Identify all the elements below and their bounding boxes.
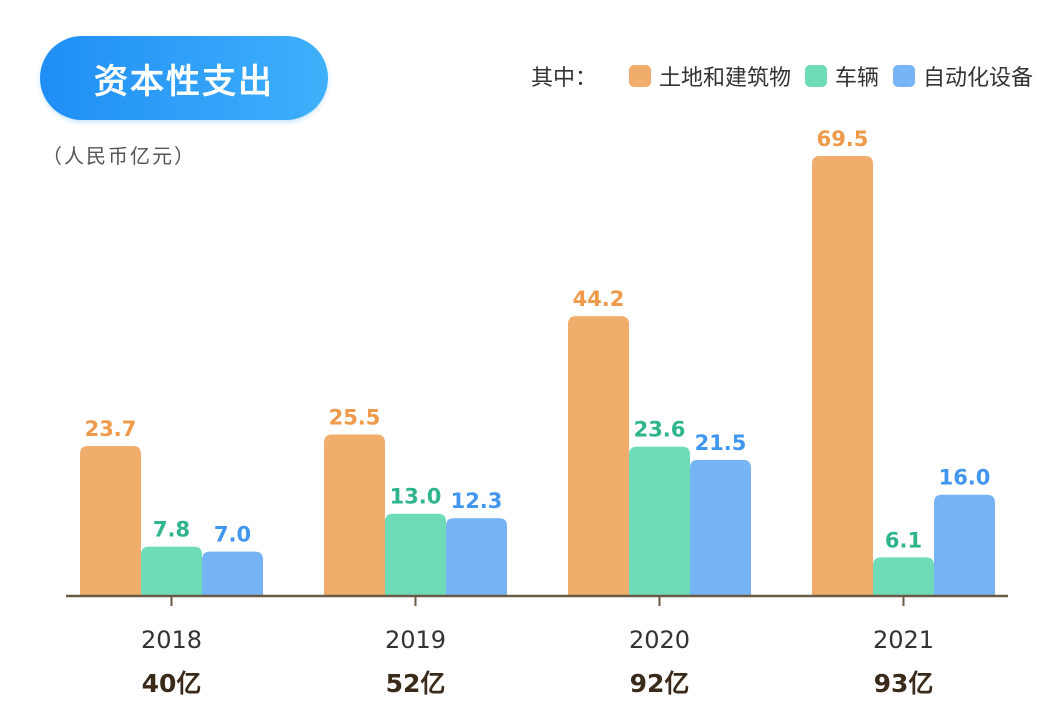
legend-item-vehicles: 车辆 xyxy=(804,60,879,92)
data-label-2019-vehicles: 13.0 xyxy=(390,485,442,509)
total-label-2018: 40亿 xyxy=(142,669,202,698)
data-label-2021-vehicles: 6.1 xyxy=(885,528,922,552)
data-label-2021-automation: 16.0 xyxy=(939,466,991,490)
x-tick-label-2020: 2020 xyxy=(629,626,690,654)
legend: 其中： 土地和建筑物 车辆 自动化设备 xyxy=(531,60,1033,92)
data-label-2020-automation: 21.5 xyxy=(695,431,747,455)
bar-2018-vehicles xyxy=(141,546,202,596)
bar-2021-vehicles xyxy=(873,557,934,596)
data-label-2020-land-buildings: 44.2 xyxy=(573,287,625,311)
legend-label-vehicles: 车辆 xyxy=(834,66,879,91)
data-label-2019-automation: 12.3 xyxy=(451,489,503,513)
data-label-2021-land-buildings: 69.5 xyxy=(817,127,869,151)
data-label-2019-land-buildings: 25.5 xyxy=(329,406,381,430)
total-label-2021: 93亿 xyxy=(874,669,934,698)
legend-label-land-buildings: 土地和建筑物 xyxy=(658,66,791,91)
x-tick-label-2021: 2021 xyxy=(873,626,934,654)
legend-swatch-vehicles xyxy=(804,65,827,87)
data-label-2018-automation: 7.0 xyxy=(214,523,251,547)
data-label-2020-vehicles: 23.6 xyxy=(634,418,686,442)
bar-2020-land-buildings xyxy=(568,316,629,596)
legend-swatch-automation xyxy=(892,65,915,87)
legend-prefix: 其中： xyxy=(530,66,597,91)
bar-2019-land-buildings xyxy=(324,434,385,596)
unit-label: （人民币亿元） xyxy=(42,144,196,168)
legend-swatch-land-buildings xyxy=(628,65,651,87)
total-label-2020: 92亿 xyxy=(630,669,690,698)
x-tick-label-2019: 2019 xyxy=(385,626,446,654)
bar-2020-automation xyxy=(690,459,751,596)
bar-2018-automation xyxy=(202,551,263,596)
bar-2021-land-buildings xyxy=(812,156,873,596)
legend-item-automation: 自动化设备 xyxy=(892,60,1033,92)
legend-label-automation: 自动化设备 xyxy=(922,66,1033,91)
data-label-2018-land-buildings: 23.7 xyxy=(85,417,137,441)
chart-title: 资本性支出 xyxy=(94,61,274,102)
title-pill: 资本性支出 xyxy=(40,36,328,120)
bar-2019-vehicles xyxy=(385,513,446,596)
x-tick-label-2018: 2018 xyxy=(141,626,202,654)
bar-2018-land-buildings xyxy=(80,445,141,596)
bar-2019-automation xyxy=(446,518,507,596)
bar-2021-automation xyxy=(934,494,995,596)
total-label-2019: 52亿 xyxy=(386,669,446,698)
bar-2020-vehicles xyxy=(629,446,690,596)
legend-item-land-buildings: 土地和建筑物 xyxy=(628,60,791,92)
data-label-2018-vehicles: 7.8 xyxy=(153,518,190,542)
